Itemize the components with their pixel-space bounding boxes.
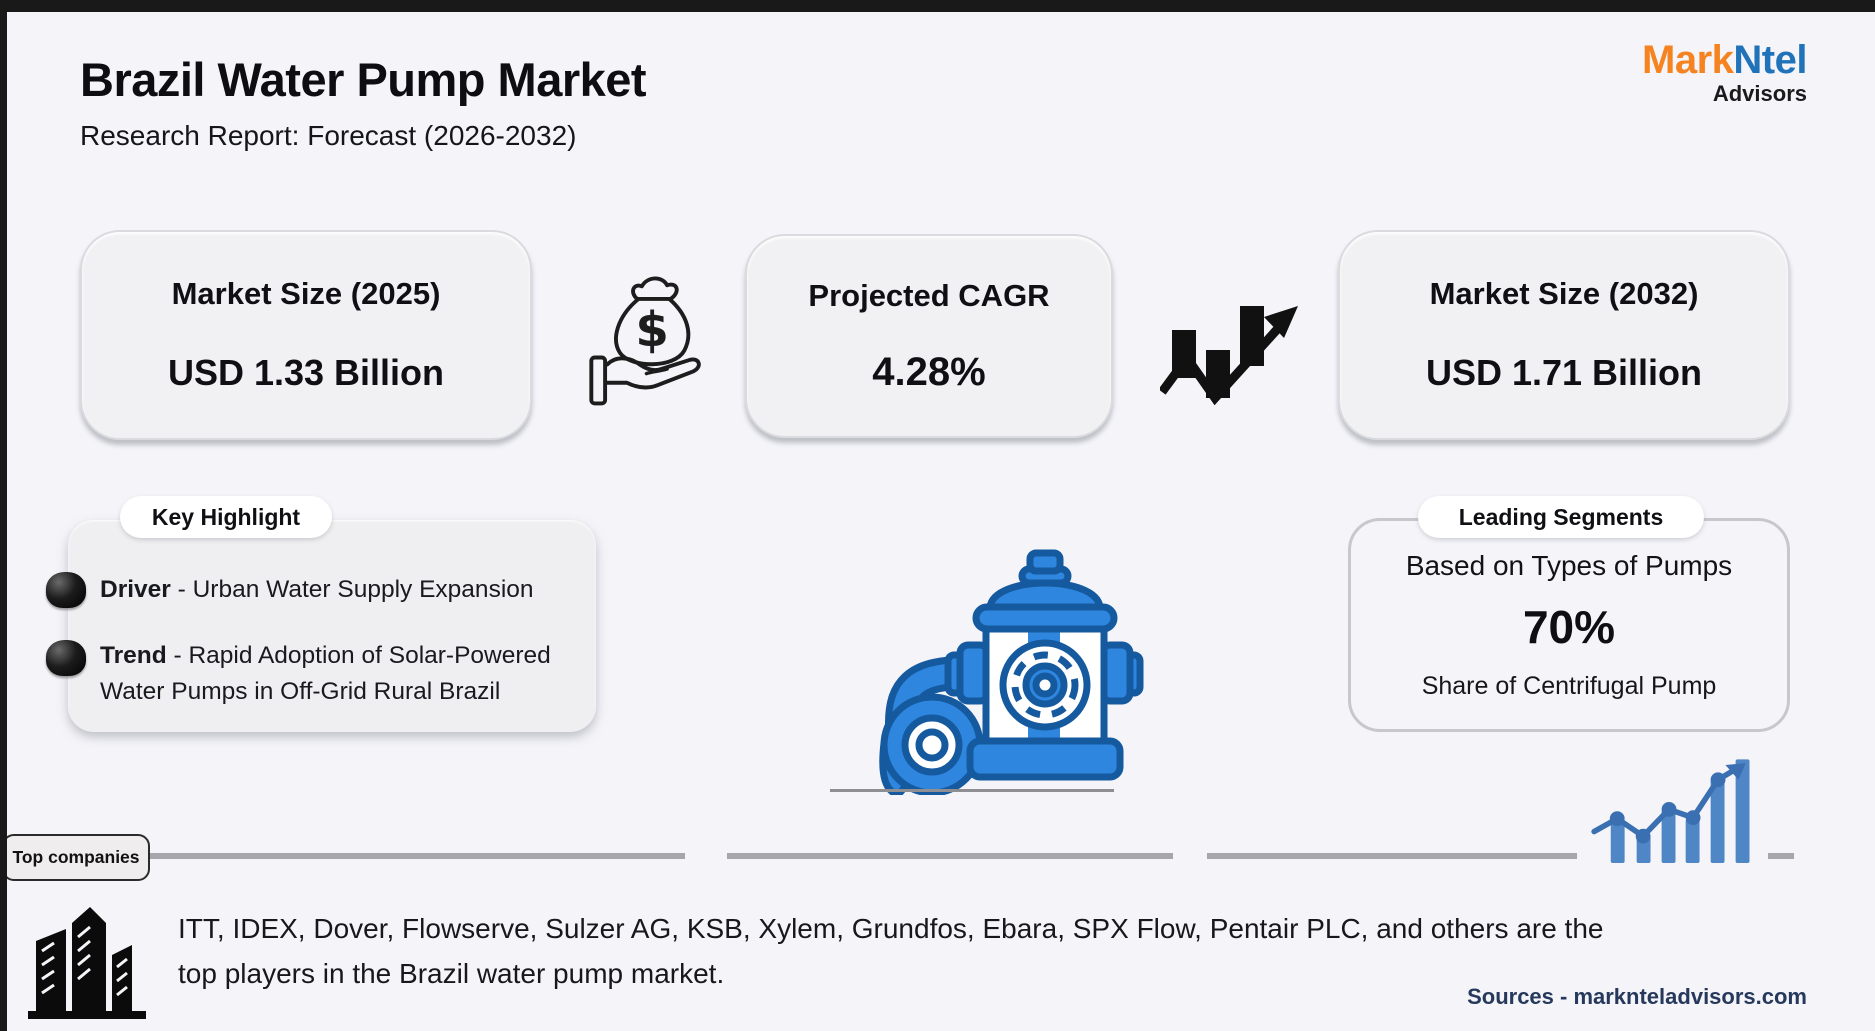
logo-part-ntel: Ntel — [1733, 38, 1807, 82]
leading-segments-basis: Based on Types of Pumps — [1405, 549, 1733, 581]
leading-segments-share-value: 70% — [1522, 600, 1616, 653]
top-companies-badge: Top companies — [2, 834, 150, 881]
sources-text: Sources - marknteladvisors.com — [1467, 984, 1807, 1009]
markntel-logo: MarkNtel Advisors — [1585, 40, 1807, 105]
pump-underline — [830, 789, 1114, 792]
market-size-2025-value: USD 1.33 Billion — [167, 352, 445, 393]
logo-part-mark: Mark — [1642, 38, 1734, 82]
market-size-2032-card: Market Size (2032) USD 1.71 Billion — [1338, 230, 1790, 440]
pump-bullet-icon — [46, 572, 86, 608]
divider-segment — [1207, 853, 1577, 859]
water-pump-icon — [852, 545, 1158, 799]
bar-chart-trend-icon — [1583, 750, 1768, 878]
market-size-2025-label: Market Size (2025) — [171, 276, 441, 311]
key-highlight-card — [68, 520, 596, 732]
frame-top-border — [0, 0, 1875, 12]
driver-text: - Urban Water Supply Expansion — [170, 576, 534, 603]
market-size-2032-value: USD 1.71 Billion — [1425, 352, 1703, 393]
market-size-2032-label: Market Size (2032) — [1429, 276, 1699, 311]
page-title: Brazil Water Pump Market — [80, 53, 647, 106]
page-subtitle: Research Report: Forecast (2026-2032) — [80, 120, 577, 151]
leading-segments-share-label: Share of Centrifugal Pump — [1421, 671, 1717, 700]
bar-growth-arrow-icon — [1158, 288, 1302, 406]
market-size-2025-card: Market Size (2025) USD 1.33 Billion — [80, 230, 532, 440]
divider-segment — [150, 853, 685, 859]
money-bag-in-hand-icon: $ — [582, 268, 720, 408]
key-highlight-pill: Key Highlight — [120, 496, 332, 538]
leading-segments-card: Based on Types of Pumps 70% Share of Cen… — [1348, 518, 1790, 732]
buildings-icon — [28, 893, 148, 1021]
projected-cagr-value: 4.28% — [872, 349, 986, 394]
divider-segment — [1768, 853, 1794, 859]
trend-text: - Rapid Adoption of Solar-Powered Water … — [100, 642, 551, 705]
divider-segment — [727, 853, 1173, 859]
svg-text:$: $ — [635, 302, 669, 358]
projected-cagr-card: Projected CAGR 4.28% — [745, 234, 1113, 438]
logo-advisors: Advisors — [1712, 81, 1807, 106]
frame-left-border — [0, 0, 7, 1031]
projected-cagr-label: Projected CAGR — [808, 277, 1050, 313]
driver-term: Driver — [100, 576, 171, 603]
top-companies-text: ITT, IDEX, Dover, Flowserve, Sulzer AG, … — [178, 913, 1604, 990]
trend-term: Trend — [100, 642, 167, 669]
logo-wordmark: MarkNtel — [1642, 38, 1807, 82]
key-highlight-item-driver: Driver - Urban Water Supply Expansion — [100, 572, 578, 608]
pump-bullet-icon — [46, 640, 86, 676]
leading-segments-pill: Leading Segments — [1418, 496, 1704, 538]
key-highlight-item-trend: Trend - Rapid Adoption of Solar-Powered … — [100, 638, 578, 709]
